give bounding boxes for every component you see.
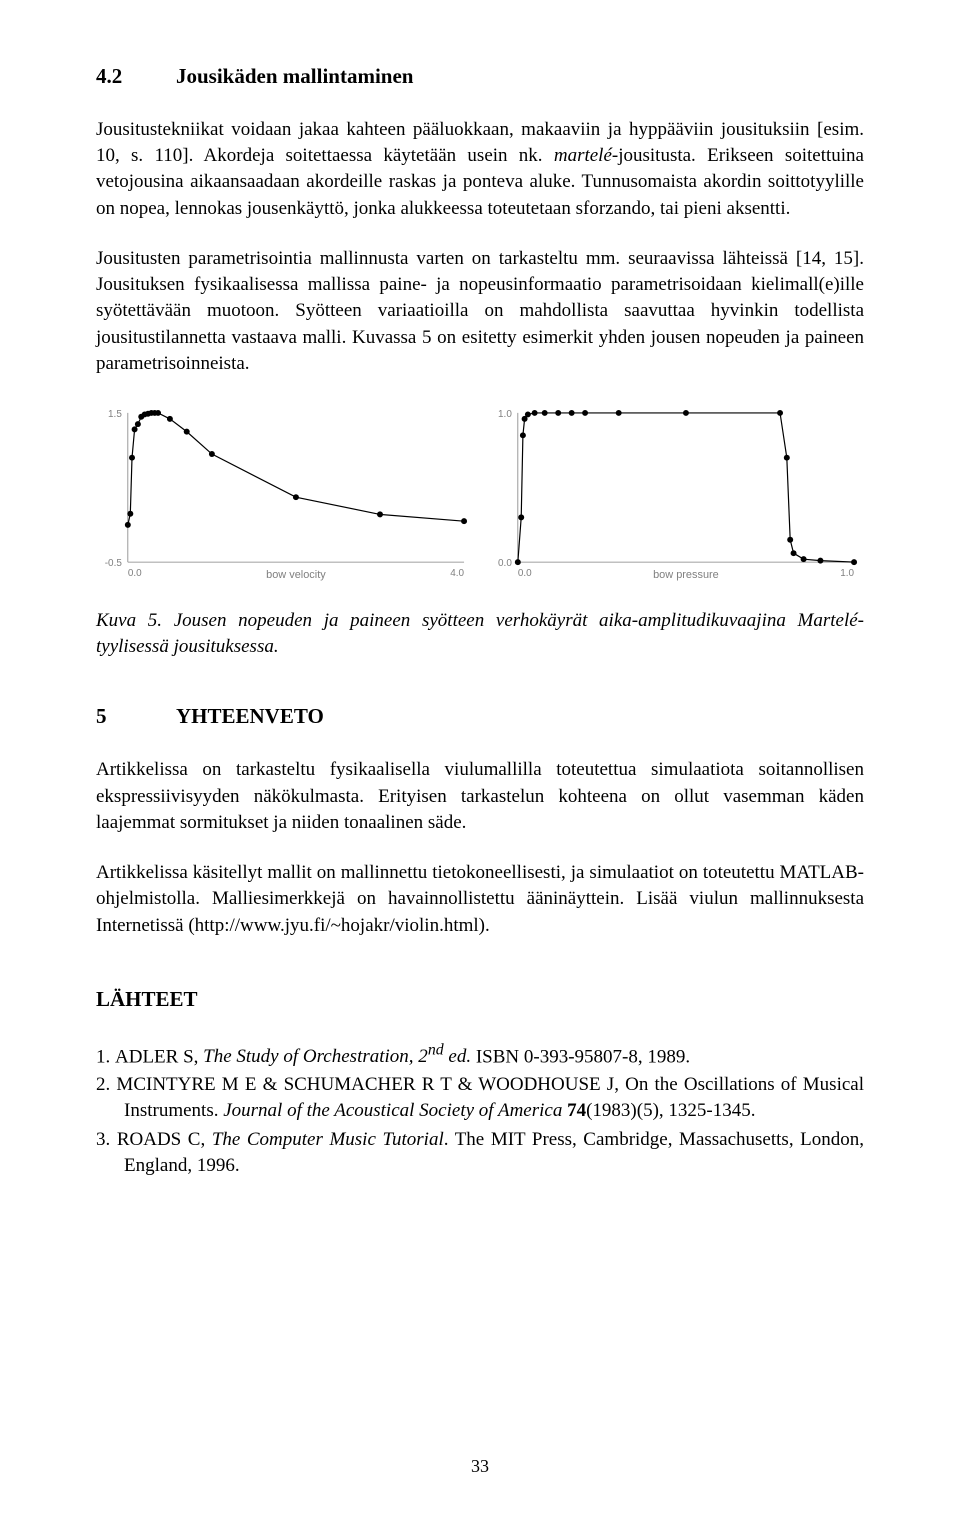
references-list: 1. ADLER S, The Study of Orchestration, … (96, 1040, 864, 1179)
section-number: 5 (96, 704, 176, 729)
italic-term: martelé (554, 145, 612, 166)
section-title: Jousikäden mallintaminen (176, 64, 413, 88)
paragraph: Jousitusten parametrisointia mallinnusta… (96, 246, 864, 377)
section-number: 4.2 (96, 64, 176, 89)
svg-text:1.0: 1.0 (498, 409, 512, 420)
paragraph: Jousitustekniikat voidaan jakaa kahteen … (96, 117, 864, 222)
paragraph: Artikkelissa on tarkasteltu fysikaalisel… (96, 757, 864, 836)
figure-5: 1.5 -0.5 0.0 4.0 bow velocity 1.0 0.0 0.0 1.0 bo… (96, 401, 864, 590)
chart-bow-pressure: 1.0 0.0 0.0 1.0 bow pressure (486, 401, 864, 590)
svg-text:0.0: 0.0 (498, 558, 512, 569)
section-5-heading: 5YHTEENVETO (96, 704, 864, 729)
svg-text:4.0: 4.0 (450, 568, 464, 579)
svg-text:1.0: 1.0 (840, 568, 854, 579)
svg-text:0.0: 0.0 (518, 568, 532, 579)
svg-text:-0.5: -0.5 (105, 558, 123, 569)
section-4-2-heading: 4.2Jousikäden mallintaminen (96, 64, 864, 89)
paragraph: Artikkelissa käsitellyt mallit on mallin… (96, 860, 864, 939)
svg-text:1.5: 1.5 (108, 409, 122, 420)
references-heading: LÄHTEET (96, 987, 864, 1012)
section-title: YHTEENVETO (176, 704, 324, 728)
chart-bow-velocity: 1.5 -0.5 0.0 4.0 bow velocity (96, 401, 474, 590)
svg-text:bow pressure: bow pressure (653, 569, 719, 581)
svg-text:bow velocity: bow velocity (266, 569, 326, 581)
svg-text:0.0: 0.0 (128, 568, 142, 579)
page-number: 33 (0, 1456, 960, 1477)
figure-caption: Kuva 5. Jousen nopeuden ja paineen syött… (96, 608, 864, 660)
reference-item: 3. ROADS C, The Computer Music Tutorial.… (96, 1127, 864, 1179)
reference-item: 2. MCINTYRE M E & SCHUMACHER R T & WOODH… (96, 1072, 864, 1124)
reference-item: 1. ADLER S, The Study of Orchestration, … (96, 1040, 864, 1071)
